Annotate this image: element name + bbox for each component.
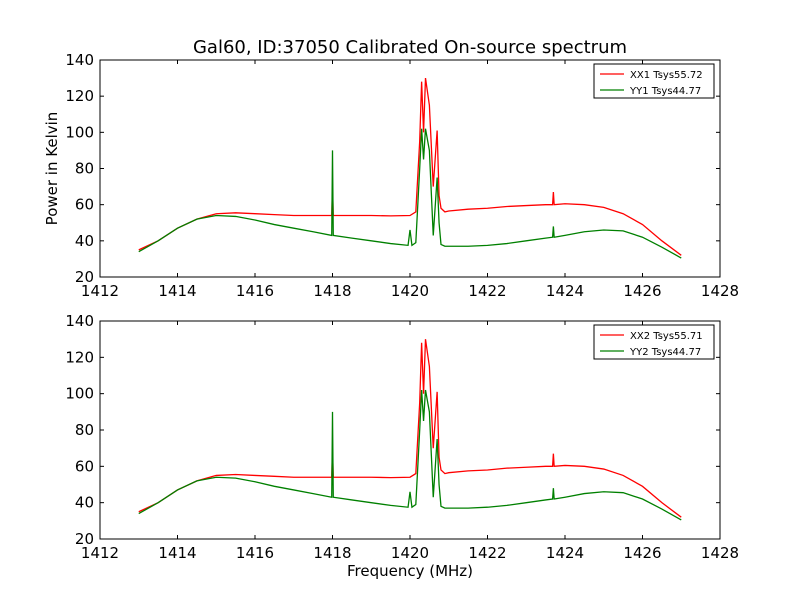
y-tick-label: 20 (75, 530, 94, 548)
x-tick-label: 1426 (623, 282, 661, 300)
x-tick-label: 1412 (81, 282, 119, 300)
y-tick-label: 20 (75, 268, 94, 286)
y-tick-label: 120 (65, 87, 94, 105)
y-tick-label: 60 (75, 457, 94, 475)
y-tick-label: 40 (75, 494, 94, 512)
x-tick-label: 1424 (546, 544, 584, 562)
y-axis-label: Power in Kelvin (43, 112, 61, 226)
y-tick-label: 140 (65, 51, 94, 69)
series-line-2 (138, 128, 682, 259)
plot-panel-1: 1412 1414 1416 1418 1420 1422 1424 1426 1428 20 40… (43, 51, 739, 300)
y-tick-label: 100 (65, 123, 94, 141)
legend-entry: YY1 Tsys44.77 (629, 86, 701, 97)
legend: XX2 Tsys55.71 YY2 Tsys44.77 (593, 324, 715, 360)
y-tick-label: 120 (65, 348, 94, 366)
x-axis-label: Frequency (MHz) (347, 562, 473, 580)
x-tick-label: 1428 (701, 544, 739, 562)
plot-panel-2: 1412 1414 1416 1418 1420 1422 1424 1426 1428 20 40… (65, 312, 739, 580)
series-line-2 (138, 389, 682, 521)
x-tick-label: 1420 (391, 282, 429, 300)
series-group (138, 339, 682, 521)
plot-panels: 1412 1414 1416 1418 1420 1422 1424 1426 1428 20 40… (43, 51, 739, 580)
x-tick-label: 1418 (313, 544, 351, 562)
x-tick-label: 1428 (701, 282, 739, 300)
x-tick-label: 1414 (158, 282, 196, 300)
legend-entry: YY2 Tsys44.77 (629, 347, 701, 358)
legend-box (593, 63, 715, 99)
x-tick-label: 1416 (236, 544, 274, 562)
legend-entry: XX1 Tsys55.72 (630, 70, 703, 81)
x-tick-label: 1422 (468, 544, 506, 562)
series-line-1 (138, 339, 682, 518)
y-tick-label: 80 (75, 421, 94, 439)
y-tick-label: 60 (75, 196, 94, 214)
chart-title: Gal60, ID:37050 Calibrated On-source spe… (193, 37, 627, 58)
x-tick-label: 1424 (546, 282, 584, 300)
x-tick-label: 1426 (623, 544, 661, 562)
x-tick-label: 1418 (313, 282, 351, 300)
y-tick-label: 80 (75, 160, 94, 178)
legend-box (593, 324, 715, 360)
y-tick-label: 40 (75, 232, 94, 250)
x-tick-label: 1420 (391, 544, 429, 562)
y-tick-label: 140 (65, 312, 94, 330)
x-tick-label: 1422 (468, 282, 506, 300)
series-line-1 (138, 77, 682, 256)
x-tick-label: 1412 (81, 544, 119, 562)
legend-entry: XX2 Tsys55.71 (630, 331, 703, 342)
y-tick-label: 100 (65, 385, 94, 403)
x-tick-label: 1414 (158, 544, 196, 562)
legend: XX1 Tsys55.72 YY1 Tsys44.77 (593, 63, 715, 99)
x-tick-label: 1416 (236, 282, 274, 300)
series-group (138, 77, 682, 259)
